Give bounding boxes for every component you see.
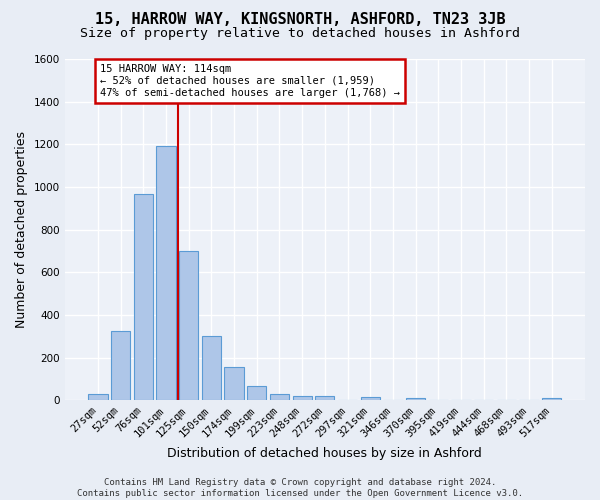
Text: Contains HM Land Registry data © Crown copyright and database right 2024.
Contai: Contains HM Land Registry data © Crown c… xyxy=(77,478,523,498)
Bar xyxy=(88,394,107,400)
Bar xyxy=(157,146,176,400)
Bar xyxy=(542,398,562,400)
Bar xyxy=(270,394,289,400)
Bar xyxy=(293,396,312,400)
Bar xyxy=(179,251,199,400)
Bar xyxy=(111,331,130,400)
X-axis label: Distribution of detached houses by size in Ashford: Distribution of detached houses by size … xyxy=(167,447,482,460)
Bar xyxy=(202,336,221,400)
Bar xyxy=(134,194,153,400)
Bar xyxy=(315,396,334,400)
Text: Size of property relative to detached houses in Ashford: Size of property relative to detached ho… xyxy=(80,28,520,40)
Y-axis label: Number of detached properties: Number of detached properties xyxy=(15,131,28,328)
Bar xyxy=(406,398,425,400)
Text: 15, HARROW WAY, KINGSNORTH, ASHFORD, TN23 3JB: 15, HARROW WAY, KINGSNORTH, ASHFORD, TN2… xyxy=(95,12,505,28)
Bar xyxy=(361,397,380,400)
Text: 15 HARROW WAY: 114sqm
← 52% of detached houses are smaller (1,959)
47% of semi-d: 15 HARROW WAY: 114sqm ← 52% of detached … xyxy=(100,64,400,98)
Bar xyxy=(247,386,266,400)
Bar xyxy=(224,367,244,400)
